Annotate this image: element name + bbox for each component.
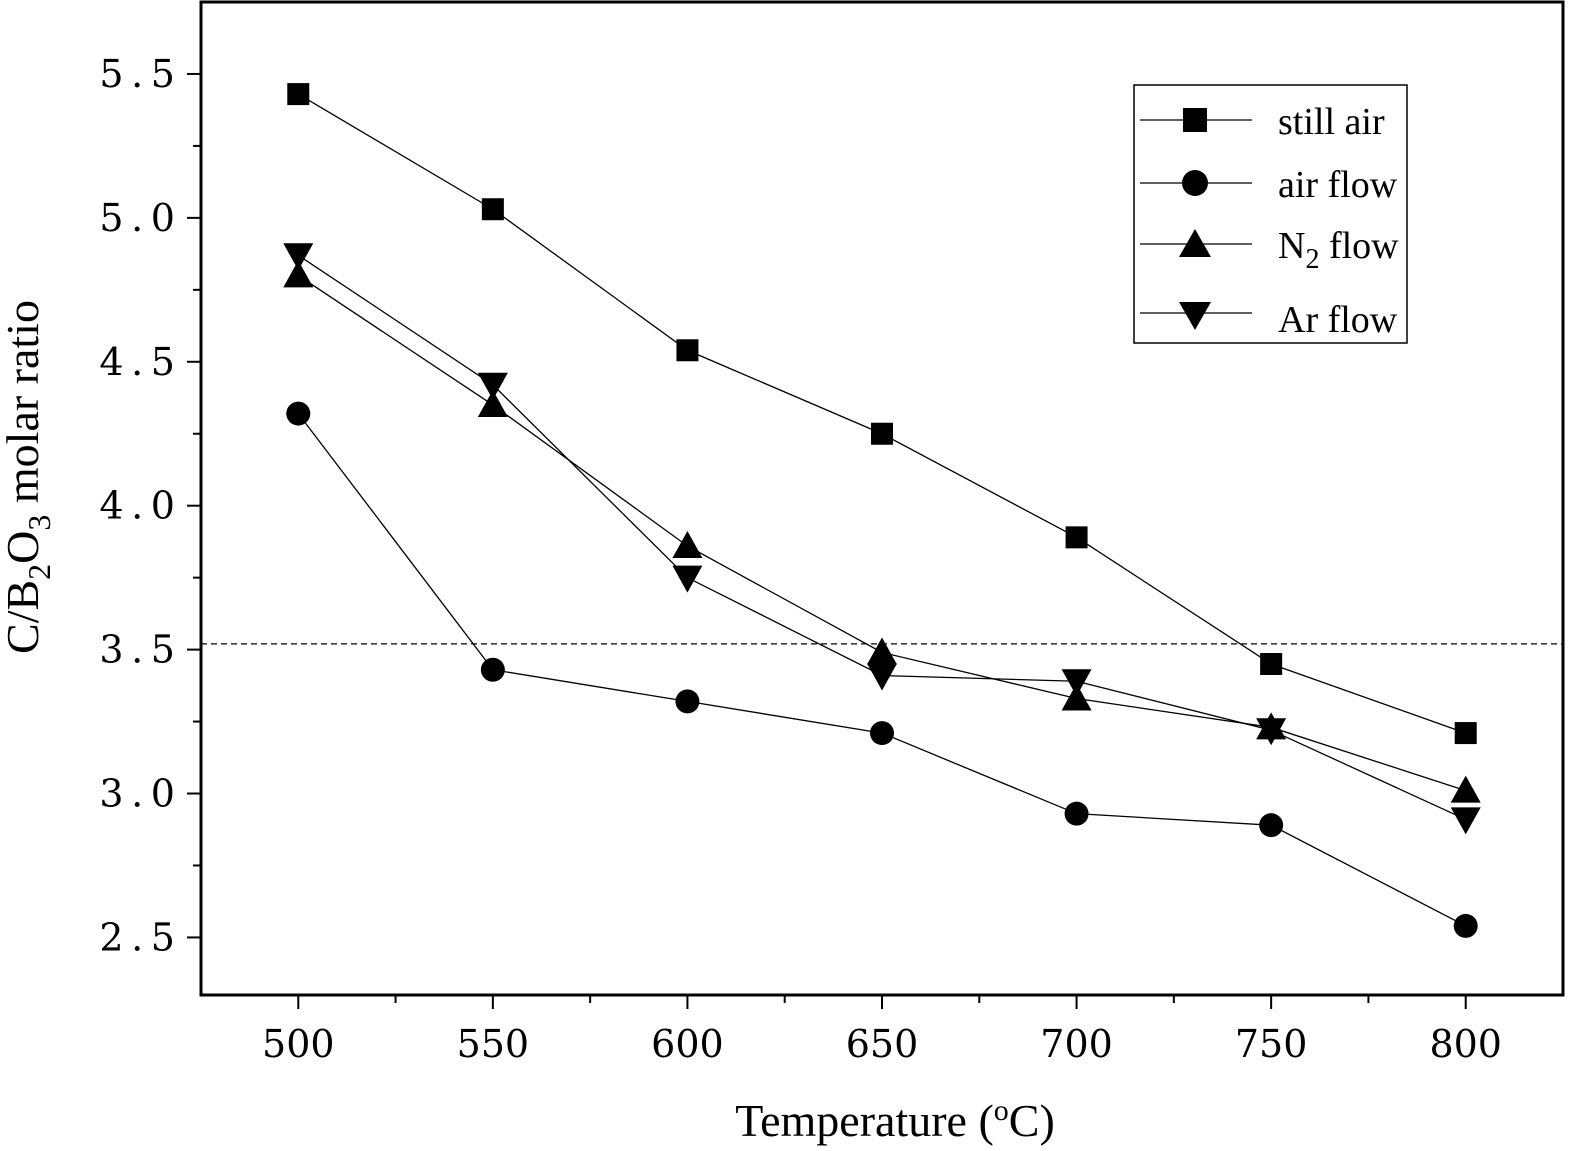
data-point-triangle-down xyxy=(1256,718,1287,746)
data-point-triangle-down xyxy=(1450,807,1481,835)
data-point-square xyxy=(1260,653,1283,675)
data-point-circle xyxy=(480,657,505,682)
x-tick-label: 800 xyxy=(1429,1022,1502,1066)
x-tick-label: 750 xyxy=(1235,1022,1308,1066)
series-line-2 xyxy=(297,274,1466,792)
data-point-triangle-down xyxy=(477,372,508,400)
x-tick-label: 700 xyxy=(1040,1022,1113,1066)
data-point-square xyxy=(287,83,310,106)
data-point-triangle-up xyxy=(283,260,314,288)
square-marker-icon xyxy=(1183,108,1207,132)
data-point-circle xyxy=(1453,913,1478,938)
data-point-square xyxy=(1065,526,1088,549)
data-point-triangle-up xyxy=(672,530,703,558)
legend-box xyxy=(1133,84,1408,344)
x-tick-label: 600 xyxy=(651,1022,724,1066)
x-tick-label: 500 xyxy=(262,1022,335,1066)
x-tick-label: 550 xyxy=(457,1022,530,1066)
x-axis-title: Temperature (oC) xyxy=(735,1094,1055,1146)
data-point-triangle-up xyxy=(867,637,897,665)
data-point-square xyxy=(1454,722,1477,745)
data-point-triangle-down xyxy=(867,663,897,691)
legend-item-ar-flow: Ar flow xyxy=(1140,299,1398,341)
data-point-triangle-down xyxy=(1061,669,1092,697)
legend-item-n2-flow: N2 flow xyxy=(1140,225,1399,275)
data-point-circle xyxy=(286,401,311,426)
legend-item-air-flow: air flow xyxy=(1140,164,1398,206)
data-point-triangle-up xyxy=(1450,775,1481,803)
data-point-square xyxy=(481,198,504,221)
circle-marker-icon xyxy=(1182,170,1208,196)
y-tick-label: 4 . 5 xyxy=(99,340,175,384)
legend-label-still-air: still air xyxy=(1278,101,1385,143)
data-point-circle xyxy=(1064,801,1089,826)
data-point-circle xyxy=(1259,813,1284,838)
legend-item-still-air: still air xyxy=(1140,101,1385,143)
y-tick-label: 2 . 5 xyxy=(99,915,175,959)
x-tick-label: 650 xyxy=(846,1022,919,1066)
y-tick-label: 4 . 0 xyxy=(99,484,175,528)
data-point-circle xyxy=(675,689,700,714)
legend: still air air flow N2 flow Ar flow xyxy=(1133,84,1408,344)
y-tick-label: 3 . 5 xyxy=(99,628,175,672)
y-axis-title: C/B2O3 molar ratio xyxy=(0,300,57,654)
y-tick-label: 3 . 0 xyxy=(99,772,175,816)
legend-label-n2-flow: N2 flow xyxy=(1278,225,1399,275)
data-point-triangle-up xyxy=(477,389,508,417)
y-tick-label: 5 . 5 xyxy=(99,52,175,96)
triangle-down-marker-icon xyxy=(1179,302,1211,330)
legend-label-air-flow: air flow xyxy=(1278,164,1398,206)
y-tick-label: 5 . 0 xyxy=(99,196,175,240)
data-point-triangle-down xyxy=(283,243,314,271)
triangle-up-marker-icon xyxy=(1179,229,1211,257)
data-point-triangle-up xyxy=(1061,683,1092,711)
data-point-circle xyxy=(870,721,894,746)
data-point-square xyxy=(676,339,699,362)
data-point-square xyxy=(871,422,893,445)
legend-label-ar-flow: Ar flow xyxy=(1278,299,1398,341)
data-point-triangle-down xyxy=(672,565,703,593)
